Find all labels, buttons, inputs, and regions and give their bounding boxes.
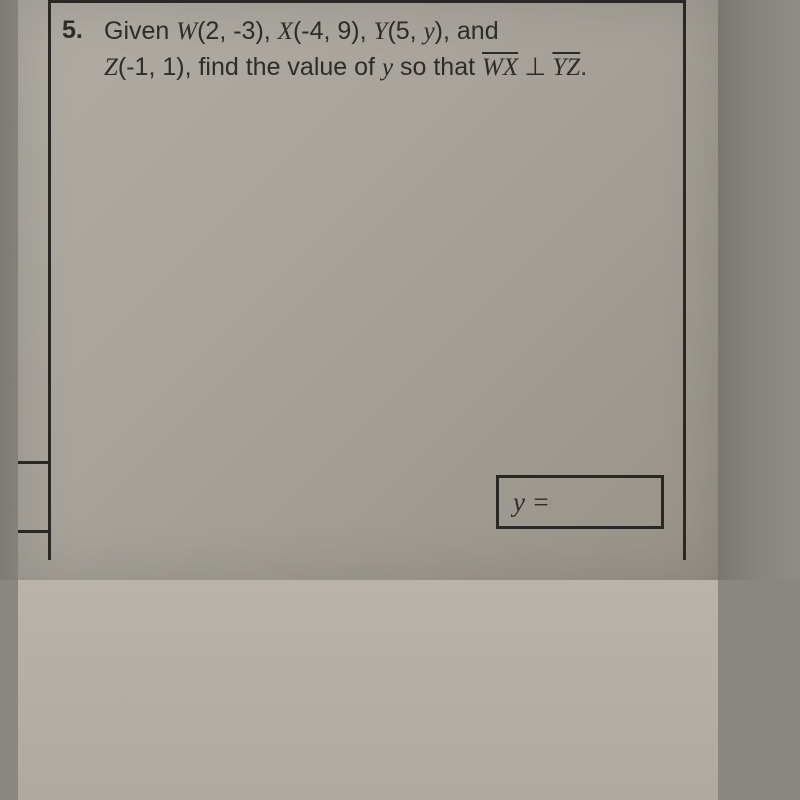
problem-statement: Given W(2, -3), X(-4, 9), Y(5, y), and Z… — [104, 14, 664, 85]
segment-WX: WX — [482, 54, 518, 81]
coords-W: (2, -3), — [197, 17, 278, 45]
coords-Y-close: ), and — [435, 17, 499, 45]
point-Y: Y — [374, 18, 388, 45]
coords-Z-and-find: (-1, 1), find the value of — [118, 53, 382, 81]
coords-Y-open: (5, — [387, 17, 423, 45]
perpendicular-symbol: ⊥ — [518, 54, 552, 81]
point-X: X — [278, 18, 293, 45]
text-given: Given — [104, 17, 176, 45]
point-Z: Z — [104, 54, 118, 81]
var-y-2: y — [382, 54, 393, 81]
text-so-that: so that — [393, 53, 482, 81]
right-margin-shadow — [718, 0, 800, 580]
var-y-1: y — [424, 18, 435, 45]
lower-page-area — [18, 580, 718, 800]
period: . — [580, 53, 587, 81]
problem-number: 5. — [62, 16, 83, 45]
answer-label: y = — [513, 487, 550, 518]
adjacent-answer-box-stub — [18, 461, 51, 533]
answer-box: y = — [496, 475, 664, 529]
point-W: W — [176, 18, 197, 45]
segment-YZ: YZ — [552, 54, 580, 81]
coords-X: (-4, 9), — [293, 17, 374, 45]
